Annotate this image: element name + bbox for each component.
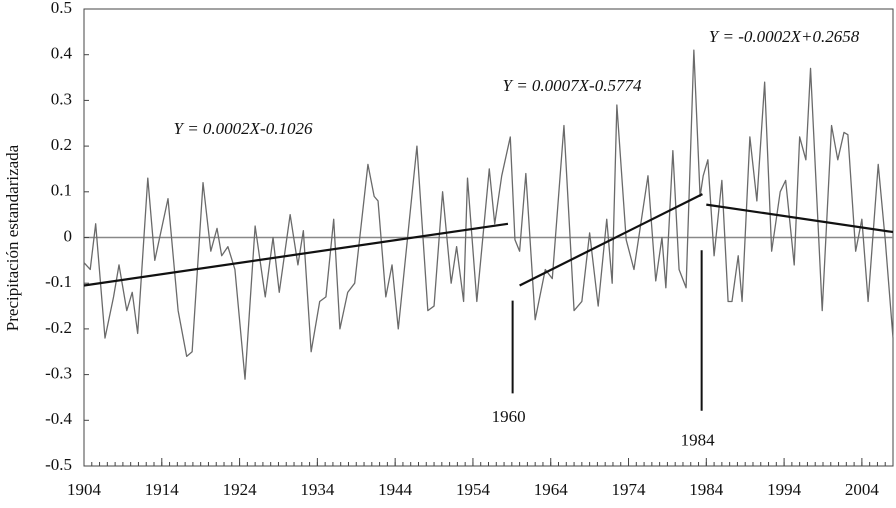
x-tick-label: 1954 xyxy=(456,480,491,499)
marker-label: 1984 xyxy=(681,431,716,450)
x-tick-label: 1934 xyxy=(300,480,335,499)
y-tick-label: 0.4 xyxy=(51,44,73,63)
trend-equation: Y = 0.0002X-0.1026 xyxy=(174,119,313,138)
trend-line xyxy=(83,222,509,287)
y-tick-label: 0.3 xyxy=(51,89,72,108)
trend-line xyxy=(519,193,703,287)
data-line xyxy=(83,49,894,380)
y-tick-label: 0 xyxy=(64,226,73,245)
y-tick-label: -0.4 xyxy=(45,409,72,428)
x-tick-label: 1984 xyxy=(689,480,724,499)
x-tick-label: 1914 xyxy=(145,480,180,499)
x-tick-label: 1994 xyxy=(767,480,802,499)
x-tick-label: 1924 xyxy=(223,480,258,499)
y-tick-label: 0.2 xyxy=(51,135,72,154)
y-tick-label: -0.2 xyxy=(45,318,72,337)
trend-equation: Y = 0.0007X-0.5774 xyxy=(503,76,642,95)
y-tick-label: 0.1 xyxy=(51,181,72,200)
x-tick-label: 1974 xyxy=(612,480,647,499)
x-tick-label: 1944 xyxy=(378,480,413,499)
y-axis-label: Precipitación estandarizada xyxy=(3,144,22,331)
marker-label: 1960 xyxy=(492,407,526,426)
y-tick-label: -0.3 xyxy=(45,364,72,383)
y-tick-label: 0.5 xyxy=(51,0,72,17)
y-tick-label: -0.1 xyxy=(45,272,72,291)
trend-equation: Y = -0.0002X+0.2658 xyxy=(709,27,860,46)
x-tick-label: 1964 xyxy=(534,480,569,499)
x-tick-label: 1904 xyxy=(67,480,102,499)
y-tick-label: -0.5 xyxy=(45,455,72,474)
x-tick-label: 2004 xyxy=(845,480,880,499)
trend-line xyxy=(706,203,894,234)
